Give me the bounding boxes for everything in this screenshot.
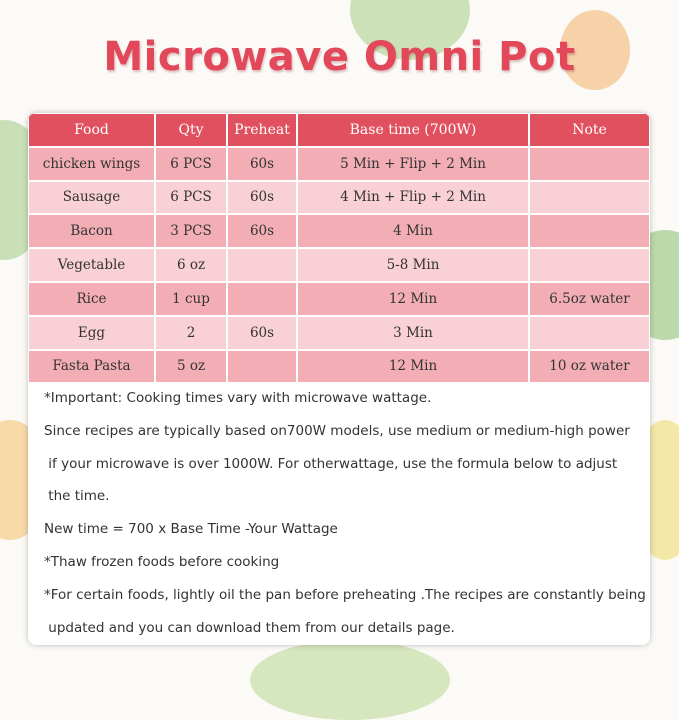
table-cell: 12 Min [297, 349, 529, 384]
header-cell: Food [28, 113, 155, 147]
table-cell: 60s [227, 315, 297, 350]
table-cell: Rice [28, 282, 155, 316]
table-cell [529, 180, 650, 215]
table-cell: Fasta Pasta [28, 349, 155, 384]
table-panel: Food Qty Preheat Base time (700W) Note chicke… [28, 113, 650, 645]
table-cell: Bacon [28, 214, 155, 249]
table-cell [529, 146, 650, 181]
table-cell: 2 [155, 315, 227, 350]
table-cell [529, 214, 650, 249]
table-cell: 60s [227, 214, 297, 249]
note-line: if your microwave is over 1000W. For oth… [44, 455, 618, 472]
table-cell: 5 Min + Flip + 2 Min [297, 146, 529, 181]
table-cell [529, 248, 650, 282]
table-cell: 5 oz [155, 349, 227, 384]
table-cell: 1 cup [155, 282, 227, 316]
table-cell: chicken wings [28, 146, 155, 181]
decoration [250, 640, 450, 720]
table-cell: Egg [28, 315, 155, 350]
table-cell: 60s [227, 146, 297, 181]
table-cell: 60s [227, 180, 297, 215]
header-cell: Preheat [227, 113, 297, 147]
table-cell [529, 315, 650, 350]
note-line: *For certain foods, lightly oil the pan … [44, 586, 646, 603]
table-cell: 10 oz water [529, 349, 650, 384]
note-line: New time = 700 x Base Time -Your Wattage [44, 521, 338, 538]
table-cell: Sausage [28, 180, 155, 215]
table-cell: 3 Min [297, 315, 529, 350]
header-cell: Base time (700W) [297, 113, 529, 147]
note-line: *Thaw frozen foods before cooking [44, 554, 280, 570]
table-cell: 3 PCS [155, 214, 227, 249]
table-cell: Vegetable [28, 248, 155, 282]
table-cell: 5-8 Min [297, 248, 529, 282]
table-cell: 6 PCS [155, 180, 227, 215]
note-line: the time. [44, 488, 110, 505]
table-cell: 4 Min + Flip + 2 Min [297, 180, 529, 215]
table-cell [227, 248, 297, 282]
header-cell: Note [529, 113, 650, 147]
table-cell: 6.5oz water [529, 282, 650, 316]
table-cell: 12 Min [297, 282, 529, 316]
note-line: Since recipes are typically based on700W… [44, 422, 630, 439]
title: Microwave Omni Pot [103, 34, 576, 80]
table-cell: 6 oz [155, 248, 227, 282]
note-line: updated and you can download them from o… [44, 619, 455, 636]
table-cell: 4 Min [297, 214, 529, 249]
decoration [560, 10, 630, 90]
table-cell [227, 349, 297, 384]
table-cell [227, 282, 297, 316]
header-cell: Qty [155, 113, 227, 147]
note-line: *Important: Cooking times vary with micr… [44, 390, 432, 406]
table-cell: 6 PCS [155, 146, 227, 181]
